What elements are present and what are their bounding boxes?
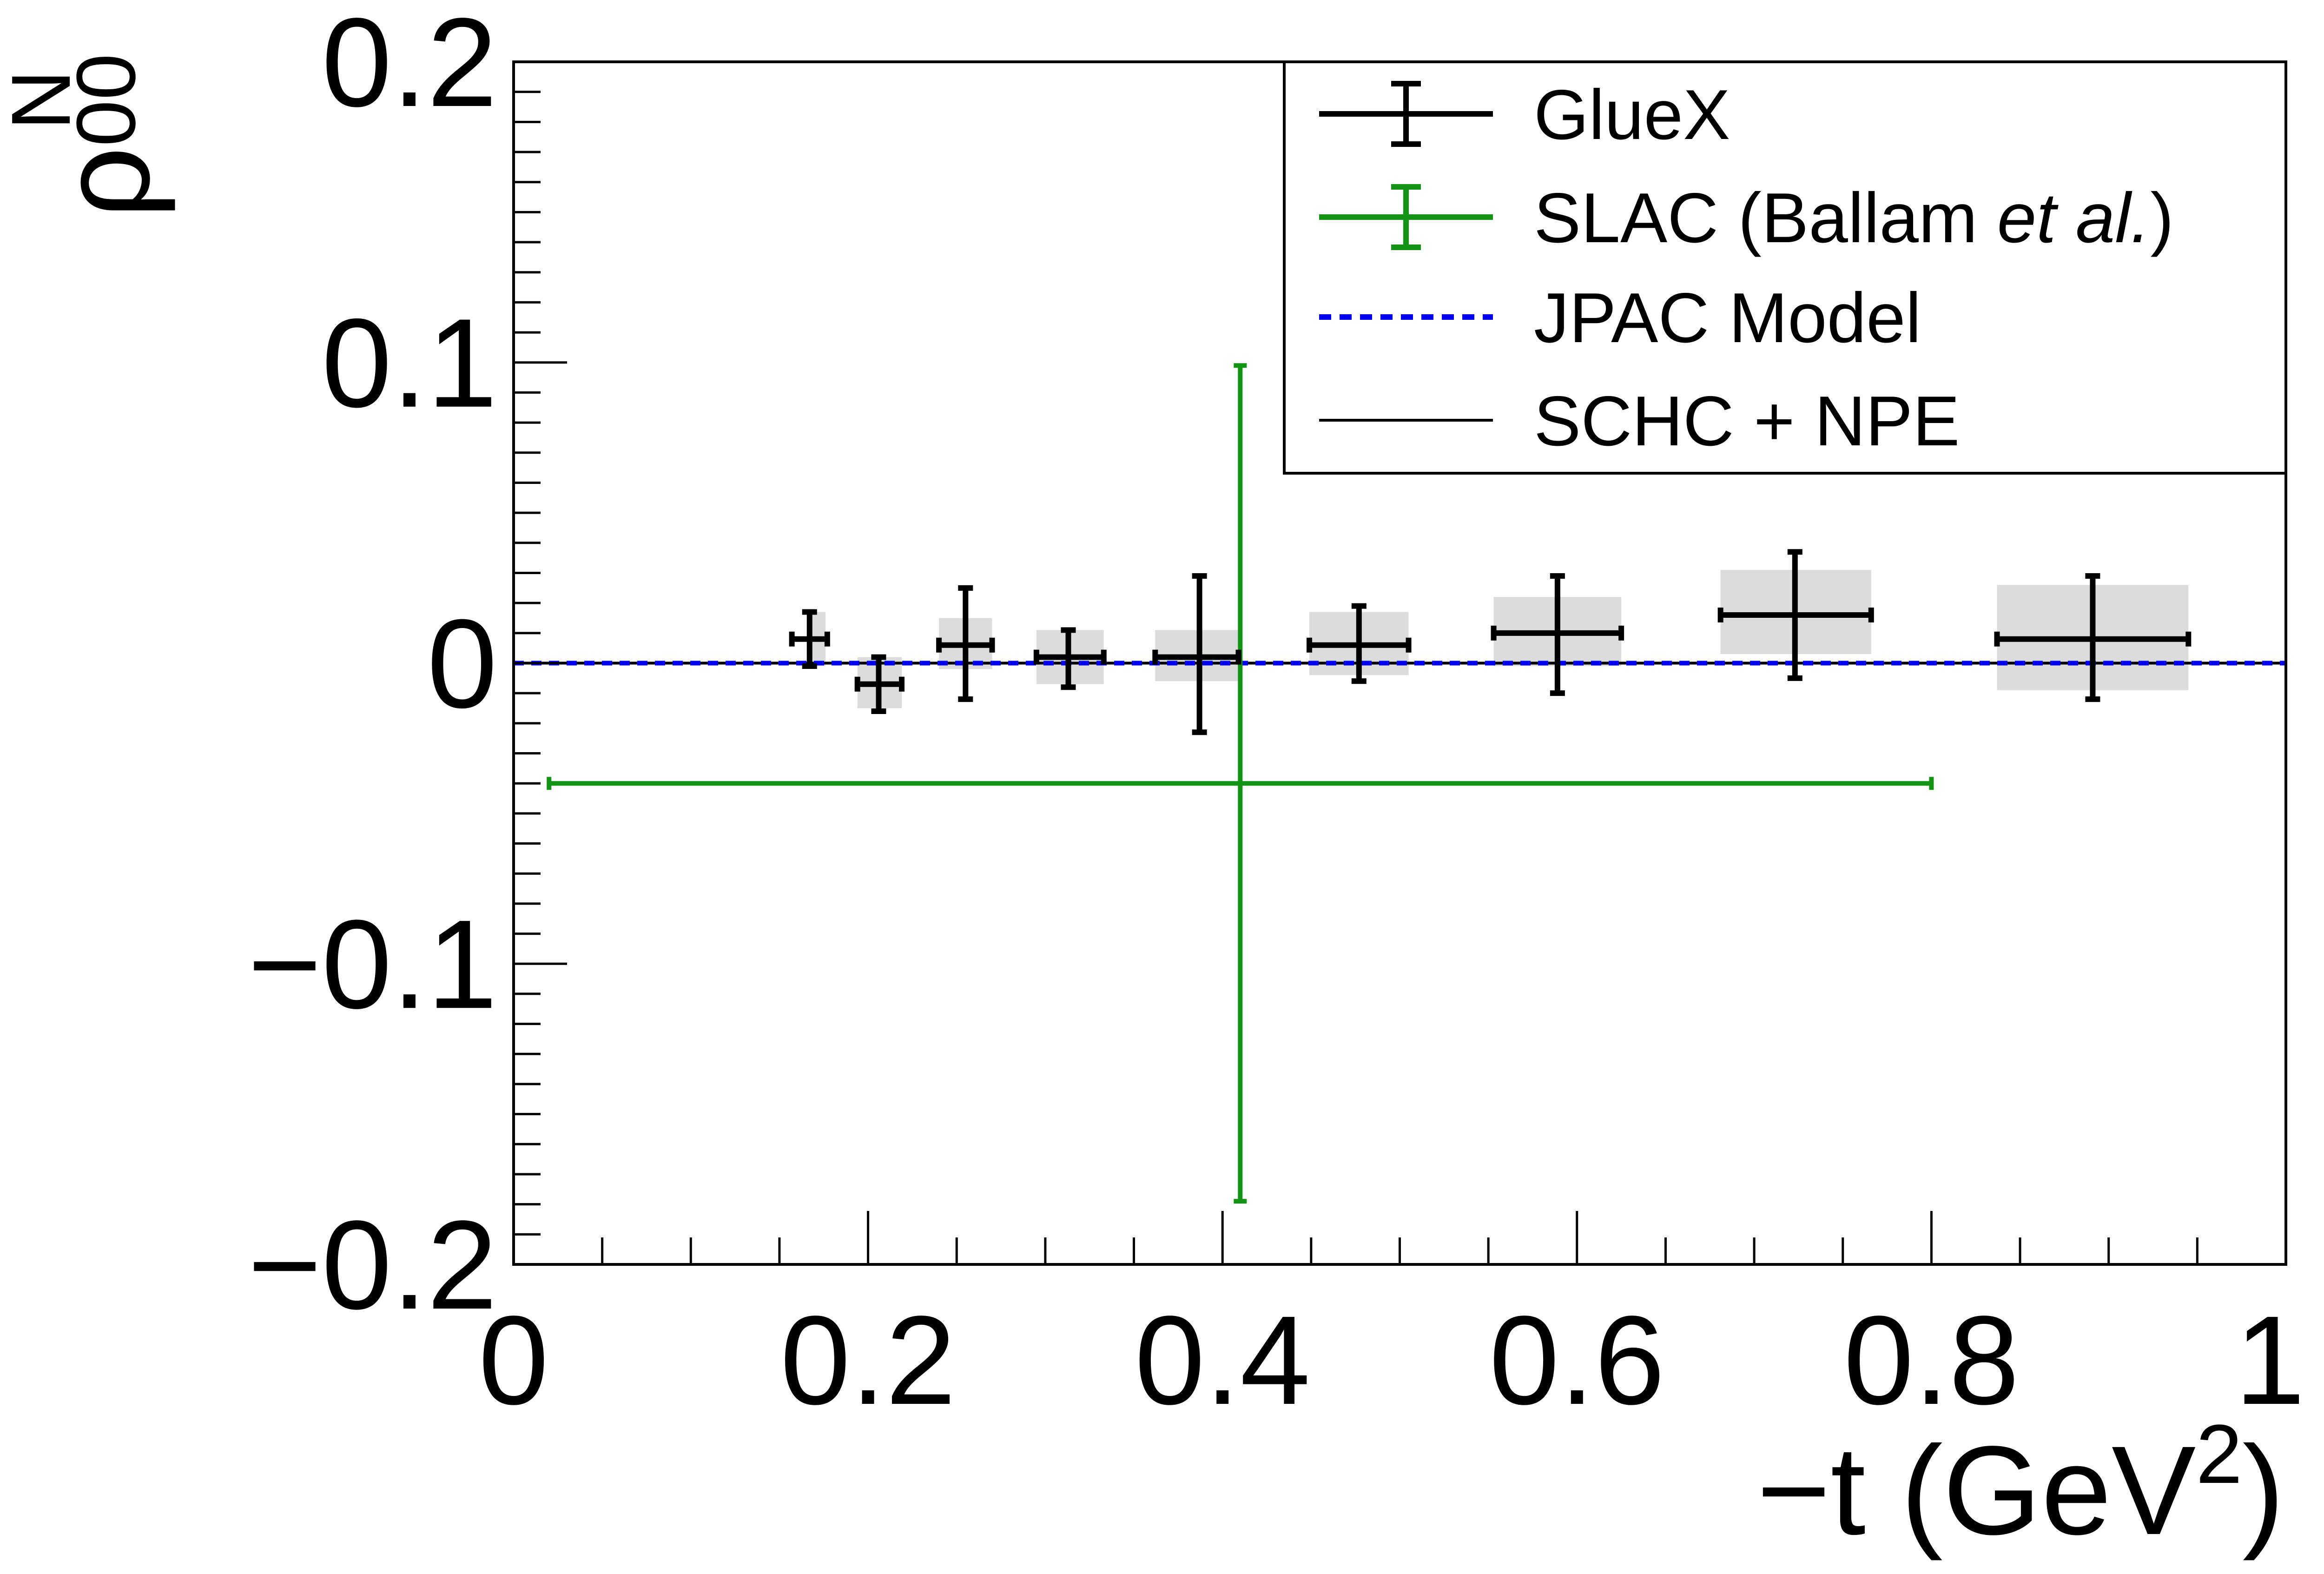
- legend-label-slac: SLAC (Ballam et al.): [1534, 179, 2174, 258]
- x-axis-title: −t (GeV2): [1756, 1408, 2284, 1562]
- gluex-point-6: [1491, 573, 1624, 696]
- x-tick-label-3: 0.6: [1489, 1290, 1665, 1431]
- legend-box: [1283, 60, 2287, 475]
- error-bars: [547, 363, 2192, 1204]
- y-tick-label-3: 0.1: [322, 292, 497, 434]
- gluex-point-7: [1717, 549, 1874, 681]
- x-tick-label-1: 0.2: [780, 1290, 956, 1431]
- legend-entry-slac: SLAC (Ballam et al.): [1319, 179, 2174, 258]
- slac-point-0: [547, 363, 1934, 1204]
- y-tick-label-4: 0.2: [322, 0, 497, 133]
- y-axis-title-sup: N: [0, 70, 88, 130]
- x-tick-label-5: 1: [2235, 1290, 2305, 1431]
- gluex-point-1: [854, 654, 905, 714]
- gluex-point-5: [1307, 603, 1412, 684]
- legend: GlueX SLAC (Ballam et al.) JPAC Model SC…: [1283, 60, 2287, 475]
- x-axis-title-close: ): [2242, 1420, 2284, 1562]
- svg-text:ρ00: ρ00: [34, 53, 177, 218]
- y-tick-label-2: 0: [427, 593, 497, 734]
- legend-entry-jpac: JPAC Model: [1319, 278, 1921, 357]
- legend-label-jpac: JPAC Model: [1534, 278, 1921, 357]
- legend-label-schc: SCHC + NPE: [1534, 382, 1960, 461]
- x-axis-title-sup: 2: [2196, 1408, 2242, 1501]
- gluex-point-0: [789, 609, 830, 669]
- y-tick-label-1: −0.1: [248, 893, 497, 1035]
- gluex-point-2: [936, 585, 995, 702]
- legend-entry-gluex: GlueX: [1319, 75, 1730, 154]
- x-axis-title-main: −t (GeV: [1756, 1420, 2196, 1562]
- legend-entry-schc: SCHC + NPE: [1319, 382, 1960, 461]
- tick-labels: −0.2 −0.1 0 0.1 0.2 0 0.2 0.4 0.6 0.8 1: [248, 0, 2305, 1431]
- gluex-point-4: [1152, 573, 1241, 735]
- x-tick-label-4: 0.8: [1843, 1290, 2019, 1431]
- legend-label-gluex: GlueX: [1534, 75, 1730, 154]
- y-axis-title-sub: 00: [59, 53, 153, 146]
- y-axis-title-base: ρ: [34, 146, 177, 218]
- x-tick-label-0: 0: [478, 1290, 548, 1431]
- y-axis-title: ρ00 N: [0, 53, 177, 218]
- y-tick-label-0: −0.2: [248, 1194, 497, 1336]
- x-tick-label-2: 0.4: [1135, 1290, 1310, 1431]
- gluex-point-8: [1994, 573, 2192, 702]
- gluex-point-3: [1033, 627, 1107, 690]
